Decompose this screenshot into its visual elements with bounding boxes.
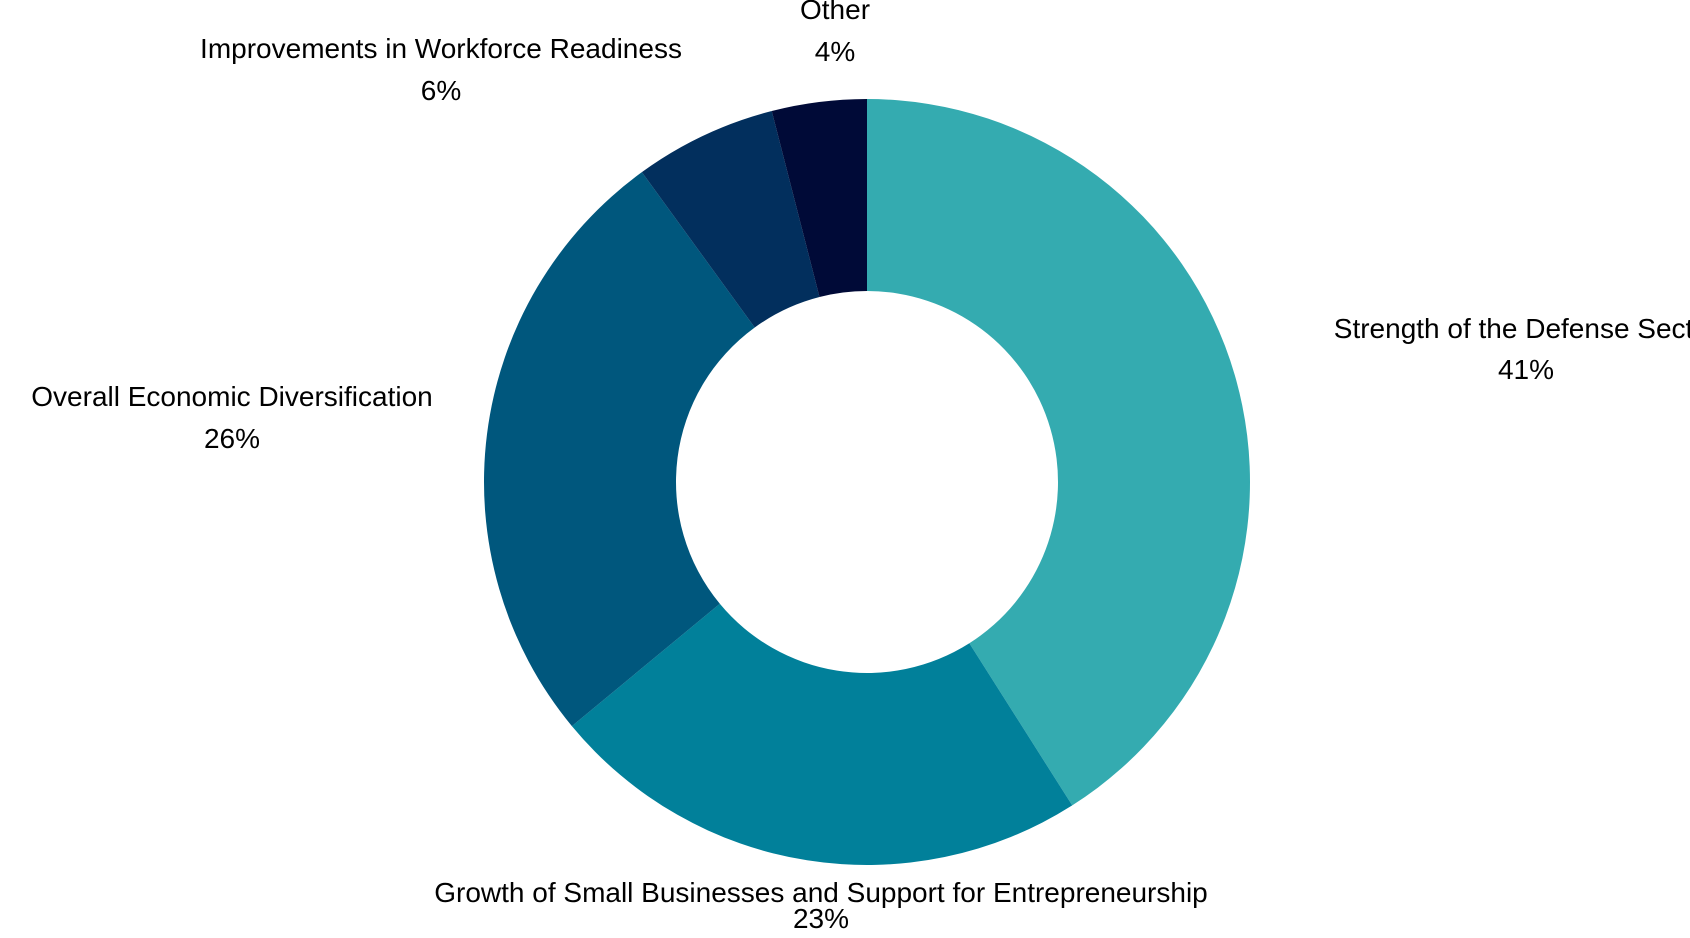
slice-improvements-in-workforce-readiness bbox=[641, 111, 820, 328]
slice-value-improvements-in-workforce-readiness: 6% bbox=[421, 75, 461, 106]
slice-strength-of-the-defense-sector bbox=[867, 99, 1251, 806]
slice-label-improvements-in-workforce-readiness: Improvements in Workforce Readiness bbox=[200, 33, 682, 64]
donut-slices bbox=[484, 99, 1251, 865]
slice-other bbox=[771, 99, 867, 298]
slice-label-other: Other bbox=[800, 0, 870, 25]
slice-labels: Strength of the Defense Sector 41% Growth … bbox=[31, 0, 1690, 934]
slice-value-growth-of-small-businesses-and-support-for-entrepreneurship: 23% bbox=[793, 903, 849, 933]
slice-growth-of-small-businesses-and-support-for-entrepreneurship bbox=[571, 603, 1073, 865]
slice-value-other: 4% bbox=[815, 36, 855, 67]
slice-value-strength-of-the-defense-sector: 41% bbox=[1498, 354, 1554, 385]
slice-overall-economic-diversification bbox=[484, 172, 755, 727]
slice-value-overall-economic-diversification: 26% bbox=[204, 423, 260, 454]
slice-label-strength-of-the-defense-sector: Strength of the Defense Sector bbox=[1334, 313, 1690, 344]
slice-label-growth-of-small-businesses-and-support-for-entrepreneurship: Growth of Small Businesses and Support f… bbox=[434, 877, 1208, 908]
slice-label-overall-economic-diversification: Overall Economic Diversification bbox=[31, 381, 432, 412]
